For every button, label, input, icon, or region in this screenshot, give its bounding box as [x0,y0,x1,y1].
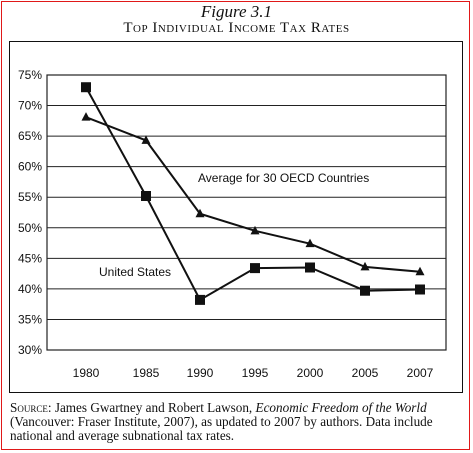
source-label: Source: [10,400,52,415]
x-tick-label: 1980 [73,366,100,380]
source-details: (Vancouver: Fraser Institute, 2007), as … [10,414,433,443]
y-tick-label: 70% [18,99,42,113]
plot-area [46,74,447,351]
y-tick-label: 35% [18,312,42,326]
line-chart: 30% 35% 40% 45% 50% 55% 60% 65% 70% 75% 1980 1985 1… [18,68,447,380]
y-tick-label: 75% [18,68,42,82]
source-authors: James Gwartney and Robert Lawson, [54,400,253,415]
figure-number: Figure 3.1 [200,2,273,21]
y-tick-label: 30% [18,343,42,357]
x-tick-label: 2007 [407,366,434,380]
chart-box [9,41,463,393]
oecd-data-point [141,135,151,144]
us-data-point [81,82,91,93]
figure-title: Top Individual Income Tax Rates [123,20,350,36]
y-tick-label: 55% [18,190,42,204]
x-tick-label: 1985 [133,366,160,380]
us-data-point [250,263,260,274]
oecd-data-point [360,261,370,271]
us-series-label: United States [99,265,171,279]
us-data-point [360,285,370,296]
y-tick-label: 60% [18,160,42,174]
x-tick-label: 1995 [242,366,269,380]
y-tick-label: 45% [18,251,42,265]
us-data-point [195,294,205,305]
y-tick-label: 65% [18,129,42,143]
y-tick-label: 40% [18,282,42,296]
oecd-data-point [415,266,425,276]
us-data-point [141,191,151,201]
oecd-data-point [250,225,260,235]
oecd-data-point [195,208,205,218]
y-tick-label: 50% [18,221,42,235]
us-data-point [305,262,315,273]
oecd-data-point [81,112,91,121]
x-tick-label: 2000 [297,366,324,380]
oecd-series-label: Average for 30 OECD Countries [198,171,369,185]
x-tick-label: 2005 [352,366,379,380]
us-data-point [415,284,425,295]
oecd-data-point [305,238,315,248]
x-tick-label: 1990 [187,366,214,380]
oecd-series-line [85,116,421,273]
source-note: Source: James Gwartney and Robert Lawson… [10,401,466,443]
source-book-title: Economic Freedom of the World [255,400,427,415]
